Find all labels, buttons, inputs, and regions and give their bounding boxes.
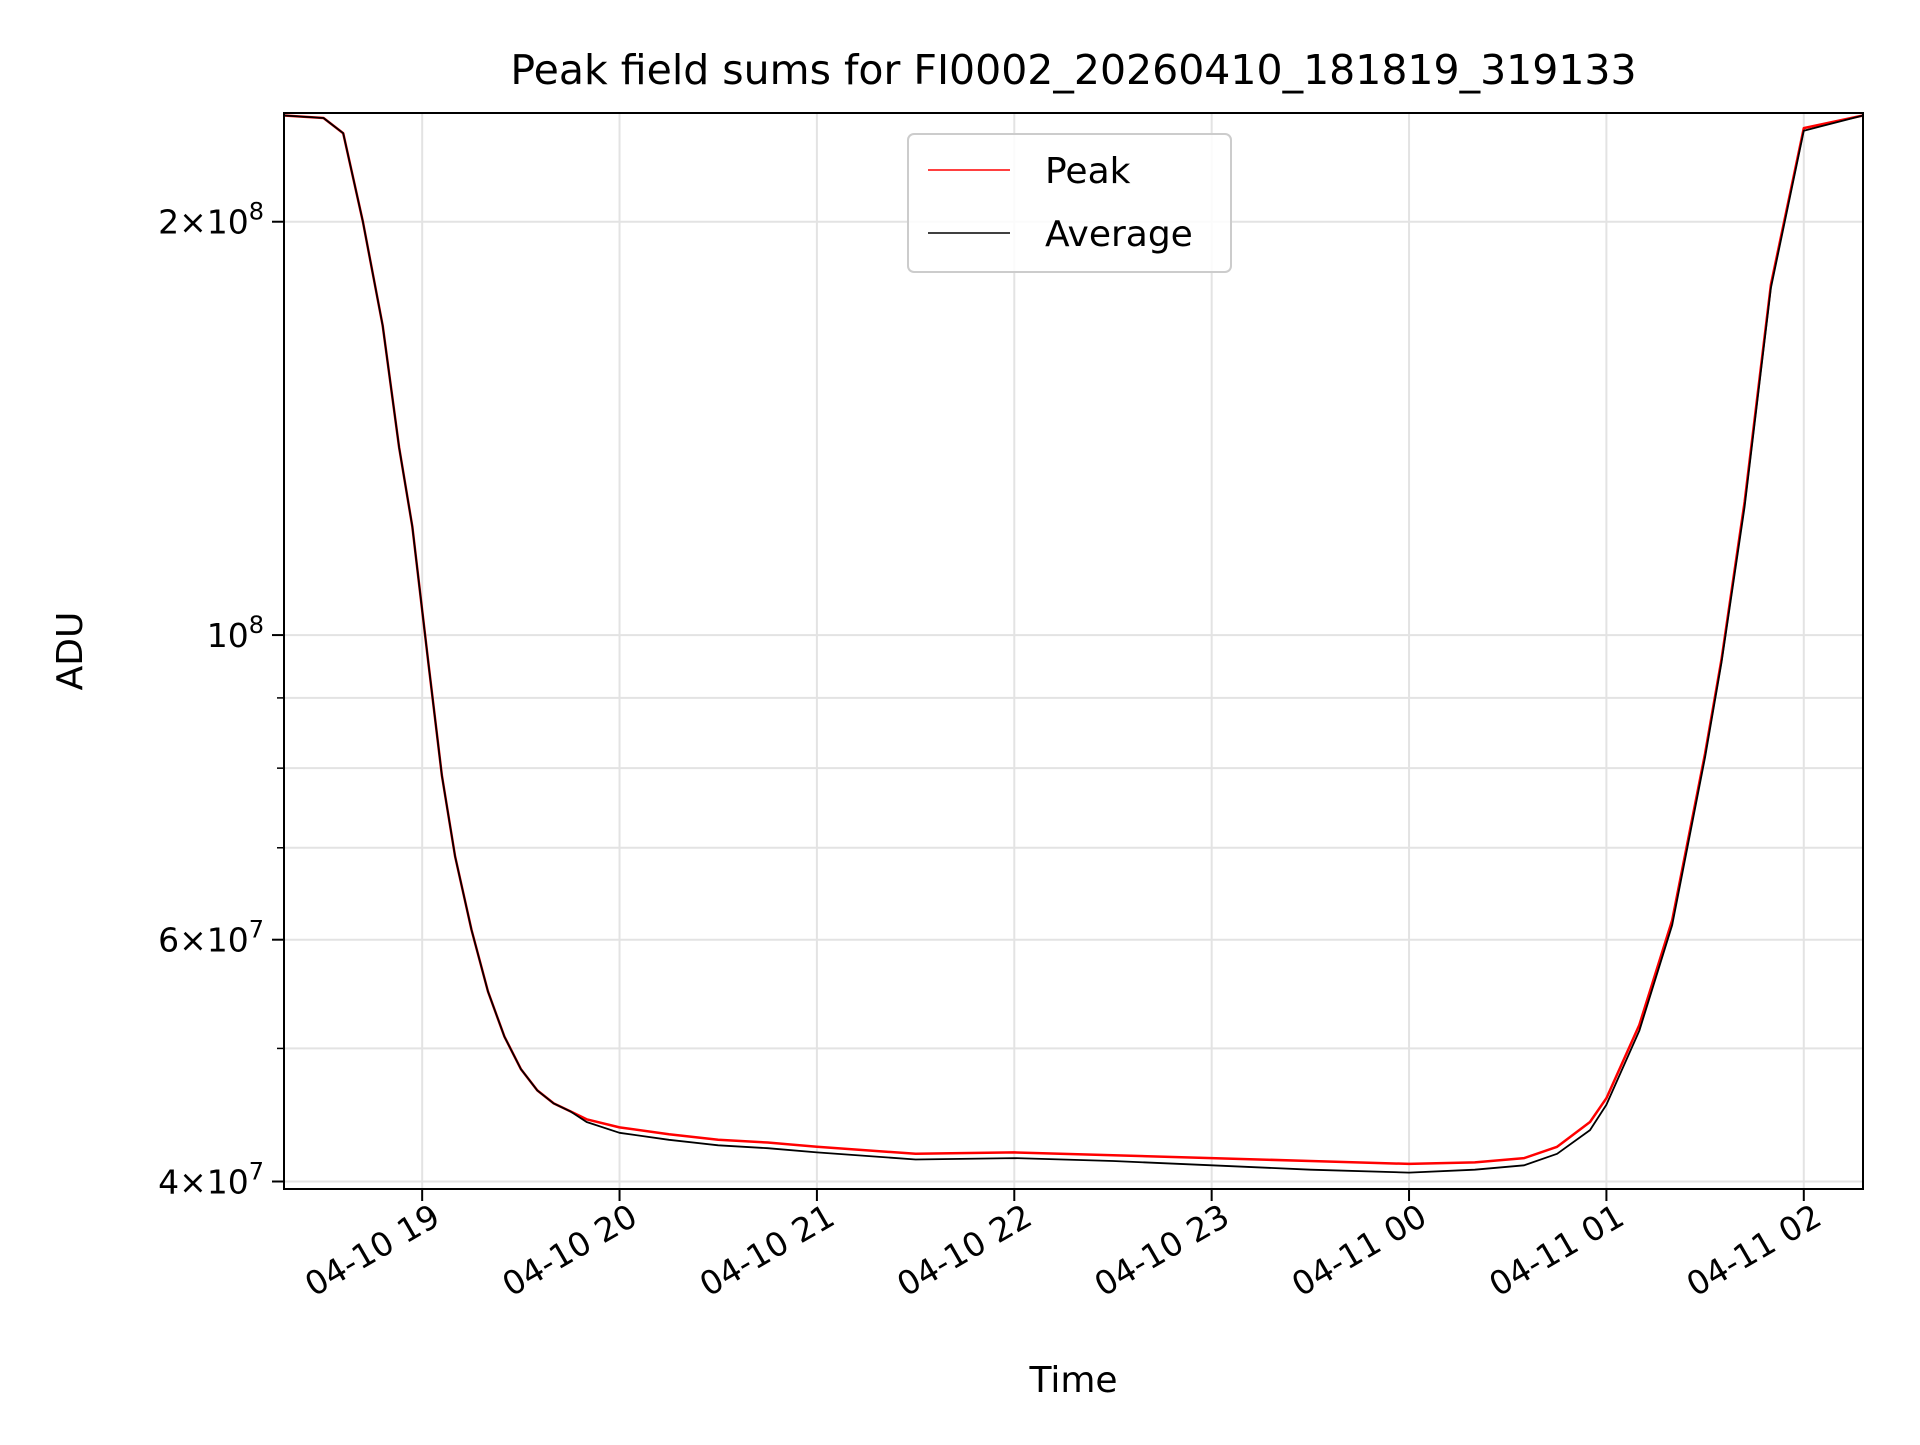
legend-label-peak: Peak [1045,151,1131,192]
y-axis-label: ADU [50,612,91,691]
series-lines [283,114,1864,1174]
grid [284,113,1863,1189]
x-axis-label: Time [1028,1360,1117,1401]
chart-title: Peak field sums for FI0002_20260410_1818… [510,46,1636,94]
y-tick-label: 6×107 [158,916,264,960]
plot-frame [283,112,1864,1190]
y-tick-label: 4×107 [158,1157,264,1201]
y-tick-label: 2×108 [158,198,264,242]
legend-label-average: Average [1045,214,1193,255]
legend-box [907,133,1232,273]
y-tick-label: 108 [207,611,264,655]
legend: Peak Average [907,133,1232,273]
series-line-average [283,114,1864,1174]
